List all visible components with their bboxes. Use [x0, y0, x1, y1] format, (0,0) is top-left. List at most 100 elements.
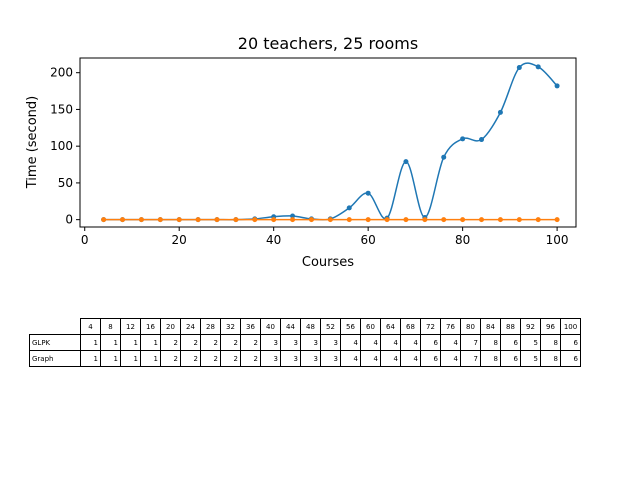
table-cell: 2: [200, 350, 221, 367]
table-cell: 1: [120, 350, 141, 367]
column-header: 76: [440, 318, 461, 335]
table-cell: 5: [520, 334, 541, 351]
table-cell: 4: [400, 350, 421, 367]
table-cell: 4: [340, 350, 361, 367]
table-cell: 2: [200, 334, 221, 351]
series-2-point: [403, 217, 409, 223]
column-header: 48: [300, 318, 321, 335]
series-2-point: [233, 217, 239, 223]
table-cell: 2: [160, 350, 181, 367]
series-2-point: [479, 217, 485, 223]
table-cell: 5: [520, 350, 541, 367]
table-cell: 3: [280, 350, 301, 367]
table-cell: 2: [240, 350, 261, 367]
table-cell: 3: [300, 334, 321, 351]
series-2-point: [554, 217, 560, 223]
table-cell: 4: [380, 350, 401, 367]
column-header: 28: [200, 318, 221, 335]
table-cell: 8: [540, 334, 561, 351]
table-cell: 1: [80, 334, 101, 351]
series-2-point: [308, 217, 314, 223]
column-header: 32: [220, 318, 241, 335]
table-cell: 6: [420, 350, 441, 367]
table-row: GLPK 1 1 1 1 2 2 2 2 2 3 3 3 3 4 4 4 4 6 4 7 8 6 5 8 6: [29, 334, 581, 351]
table-cell: 8: [480, 334, 501, 351]
x-tick-label: 0: [81, 233, 89, 247]
column-header: 80: [460, 318, 481, 335]
column-header: 40: [260, 318, 281, 335]
series-2-point: [252, 217, 258, 223]
table-cell: 2: [240, 334, 261, 351]
table-corner: [30, 319, 81, 335]
column-header: 4: [80, 318, 101, 335]
series-2-point: [101, 217, 107, 223]
table-cell: 2: [220, 350, 241, 367]
series-2-point: [365, 217, 371, 223]
plot-area: [101, 62, 560, 223]
x-tick-label: 40: [266, 233, 281, 247]
table-cell: 3: [260, 350, 281, 367]
series-1-point: [479, 137, 485, 143]
series-line-1: [103, 62, 558, 221]
series-2-point: [120, 217, 126, 223]
table-cell: 1: [140, 334, 161, 351]
y-tick-label: 100: [50, 139, 73, 153]
table-cell: 3: [280, 334, 301, 351]
y-tick-label: 200: [50, 66, 73, 80]
table-cell: 1: [120, 334, 141, 351]
y-axis-label: Time (second): [25, 96, 40, 189]
table-cell: 8: [540, 350, 561, 367]
column-header: 56: [340, 318, 361, 335]
series-1-point: [554, 83, 560, 89]
series-2-point: [516, 217, 522, 223]
table-cell: 6: [500, 350, 521, 367]
column-header: 52: [320, 318, 341, 335]
axes-frame: [79, 57, 577, 228]
table-cell: 1: [80, 350, 101, 367]
series-2-point: [441, 217, 447, 223]
column-header: 16: [140, 318, 161, 335]
series-1-point: [441, 154, 447, 160]
table-cell: 2: [180, 334, 201, 351]
table-cell: 4: [360, 334, 381, 351]
column-header: 88: [500, 318, 521, 335]
table-cell: 3: [320, 334, 341, 351]
series-1-point: [535, 64, 541, 70]
column-header: 72: [420, 318, 441, 335]
column-header: 12: [120, 318, 141, 335]
column-header: 44: [280, 318, 301, 335]
table-cell: 4: [360, 350, 381, 367]
table-cell: 4: [380, 334, 401, 351]
series-2-point: [195, 217, 201, 223]
series-2-point: [176, 217, 182, 223]
column-header: 96: [540, 318, 561, 335]
table-cell: 6: [560, 350, 581, 367]
table-cell: 4: [440, 350, 461, 367]
column-header: 60: [360, 318, 381, 335]
table-cell: 6: [500, 334, 521, 351]
table-cell: 7: [460, 334, 481, 351]
axes: 0 20 40 60 80 100 0 50 100 150 200: [50, 57, 577, 247]
row-label: GLPK: [29, 334, 81, 351]
y-tick-label: 50: [58, 176, 73, 190]
table-cell: 4: [440, 334, 461, 351]
series-1-point: [516, 65, 522, 71]
series-2-point: [271, 217, 277, 223]
series-2-point: [422, 217, 428, 223]
table-cell: 4: [400, 334, 421, 351]
series-2-point: [460, 217, 466, 223]
y-tick-label: 150: [50, 102, 73, 116]
data-table: 4 8 12 16 20 24 28 32 36 40 44 48 52 56 60 64 68 72 76 80 84…: [29, 318, 581, 367]
row-label: Graph: [29, 350, 81, 367]
y-tick-label: 0: [65, 213, 73, 227]
series-2-point: [138, 217, 144, 223]
table-cell: 2: [160, 334, 181, 351]
table-cell: 4: [340, 334, 361, 351]
series-2-point: [535, 217, 541, 223]
column-header: 64: [380, 318, 401, 335]
x-tick-label: 100: [546, 233, 569, 247]
column-header: 92: [520, 318, 541, 335]
series-2-point: [497, 217, 503, 223]
series-1-point: [403, 159, 409, 165]
table-cell: 2: [180, 350, 201, 367]
